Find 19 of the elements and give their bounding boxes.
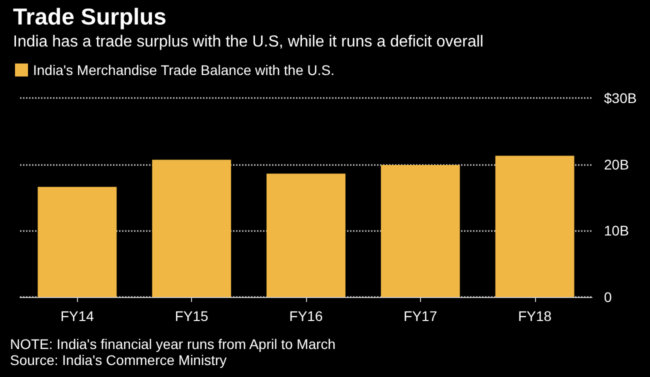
chart-subtitle: India has a trade surplus with the U.S, while it runs a deficit overall — [13, 34, 484, 50]
bar — [152, 160, 232, 297]
x-tick-label: FY16 — [289, 308, 323, 324]
x-tick-label: FY18 — [518, 308, 552, 324]
bar — [266, 174, 346, 297]
y-tick-label: 20B — [604, 156, 629, 172]
y-tick-label: $30B — [604, 90, 637, 106]
chart-title: Trade Surplus — [13, 4, 166, 30]
y-tick-label: 0 — [604, 289, 612, 305]
text: NOTE: India's financial year runs from April to March — [10, 336, 336, 352]
legend-label: India's Merchandise Trade Balance with the U.S. — [33, 62, 334, 78]
x-tick-label: FY15 — [174, 308, 209, 324]
bar — [38, 186, 117, 297]
y-tick-label: 10B — [604, 222, 629, 239]
bar — [495, 156, 574, 297]
x-tick-label: FY17 — [404, 308, 438, 324]
x-tick-label: FY14 — [60, 308, 94, 324]
source-note: Source: India's Commerce Ministry — [10, 352, 227, 368]
bar — [380, 164, 460, 297]
